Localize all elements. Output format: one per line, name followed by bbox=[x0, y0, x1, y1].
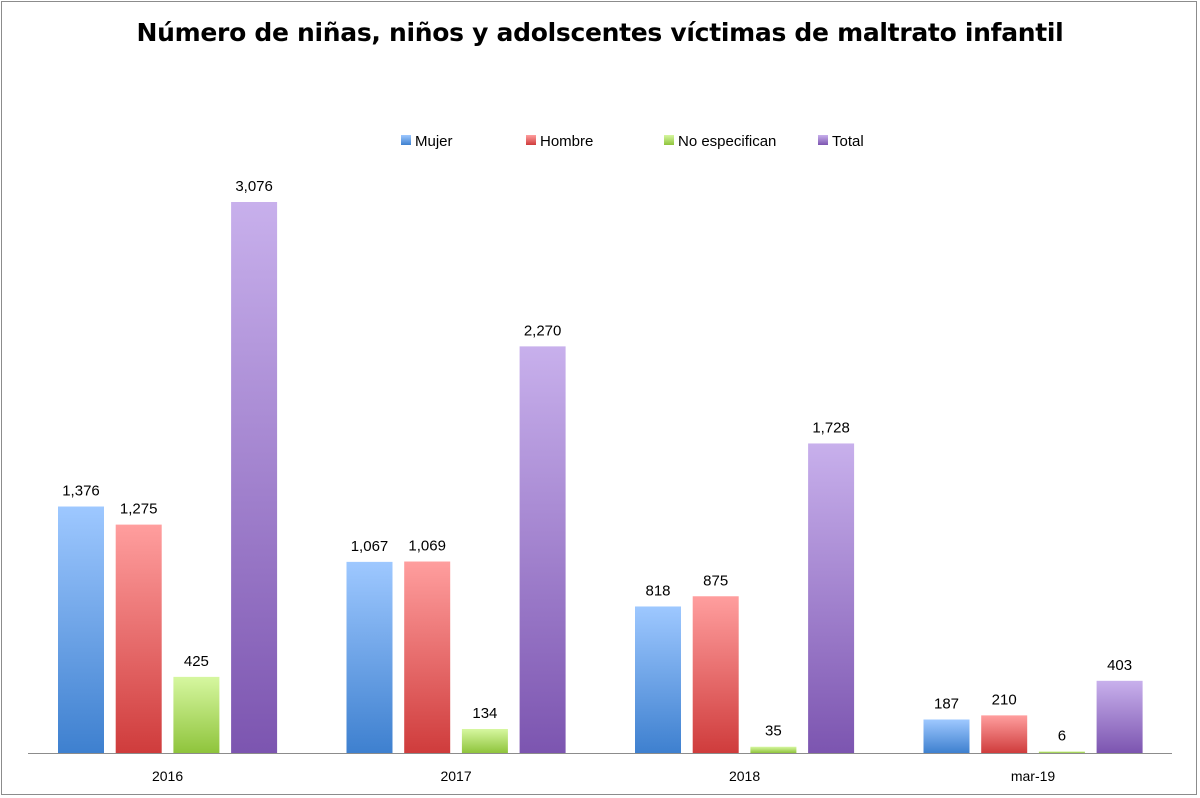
x-axis-ticks: 2016 2017 2018 mar-19 bbox=[152, 768, 1055, 784]
data-label-mujer-2016: 1,376 bbox=[62, 483, 100, 500]
bar-total-2017 bbox=[519, 346, 566, 753]
x-tick-label-2018: 2018 bbox=[729, 768, 760, 784]
data-label-no-especifican-2016: 425 bbox=[184, 653, 209, 670]
data-label-total-mar-19: 403 bbox=[1107, 657, 1132, 674]
legend-label-total: Total bbox=[832, 133, 864, 150]
bar-hombre-2016 bbox=[115, 524, 162, 753]
legend-label-hombre: Hombre bbox=[540, 133, 593, 150]
bar-total-2016 bbox=[231, 202, 278, 753]
bar-no-especifican-mar-19 bbox=[1038, 751, 1085, 753]
data-label-mujer-mar-19: 187 bbox=[934, 696, 959, 713]
bars: 1,376 1,275 425 3,076 1,067 1,069 134 2,270 818 8… bbox=[58, 178, 1143, 753]
x-tick-label-mar-19: mar-19 bbox=[1011, 768, 1056, 784]
data-label-hombre-2017: 1,069 bbox=[408, 538, 446, 555]
data-label-no-especifican-mar-19: 6 bbox=[1058, 728, 1066, 745]
bar-no-especifican-2017 bbox=[461, 728, 508, 753]
legend: Mujer Hombre No especifican Total bbox=[401, 133, 864, 150]
legend-swatch-total bbox=[818, 135, 828, 145]
legend-label-no-especifican: No especifican bbox=[678, 133, 776, 150]
legend-swatch-hombre bbox=[526, 135, 536, 145]
bar-hombre-2017 bbox=[404, 561, 451, 753]
legend-swatch-mujer bbox=[401, 135, 411, 145]
bar-hombre-2018 bbox=[692, 596, 739, 753]
bar-mujer-2018 bbox=[635, 606, 681, 753]
chart-title: Número de niñas, niños y adolscentes víc… bbox=[136, 18, 1064, 47]
data-label-total-2016: 3,076 bbox=[235, 178, 273, 195]
bar-mujer-2017 bbox=[346, 561, 393, 753]
data-label-no-especifican-2017: 134 bbox=[472, 705, 497, 722]
bar-mujer-mar-19 bbox=[923, 719, 970, 753]
x-tick-label-2017: 2017 bbox=[440, 768, 471, 784]
legend-swatch-no-especifican bbox=[664, 135, 674, 145]
data-label-mujer-2018: 818 bbox=[645, 582, 670, 599]
data-label-mujer-2017: 1,067 bbox=[351, 538, 389, 555]
bar-hombre-mar-19 bbox=[981, 715, 1028, 753]
bar-total-2018 bbox=[808, 443, 855, 753]
x-tick-label-2016: 2016 bbox=[152, 768, 183, 784]
data-label-total-2018: 1,728 bbox=[812, 419, 850, 436]
data-label-no-especifican-2018: 35 bbox=[765, 723, 782, 740]
data-label-total-2017: 2,270 bbox=[524, 322, 562, 339]
bar-total-mar-19 bbox=[1096, 680, 1143, 753]
data-label-hombre-2016: 1,275 bbox=[120, 501, 158, 518]
data-label-hombre-2018: 875 bbox=[703, 572, 728, 589]
bar-no-especifican-2018 bbox=[750, 746, 797, 753]
bar-mujer-2016 bbox=[58, 506, 104, 753]
data-label-hombre-mar-19: 210 bbox=[992, 691, 1017, 708]
bar-no-especifican-2016 bbox=[173, 676, 220, 753]
legend-label-mujer: Mujer bbox=[415, 133, 453, 150]
